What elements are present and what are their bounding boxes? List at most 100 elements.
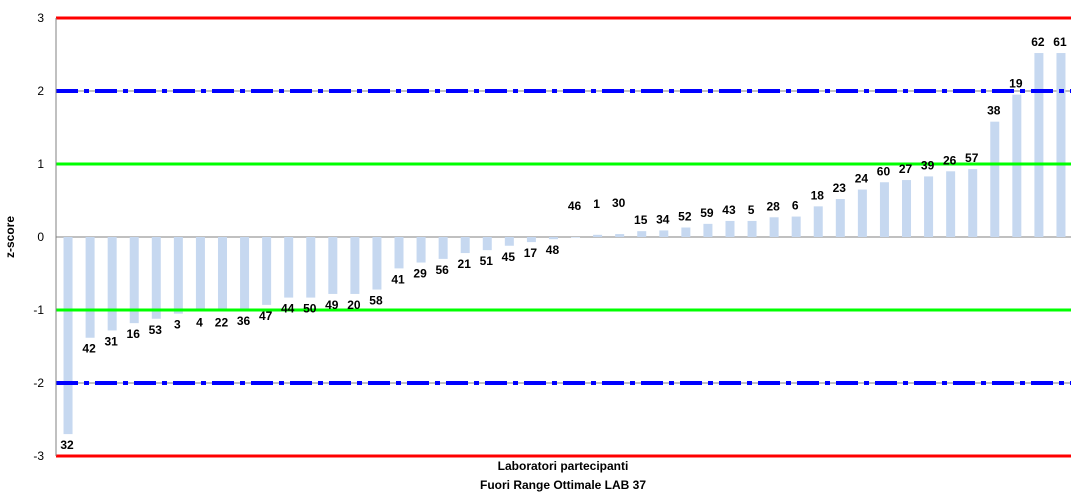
bar-label: 51: [480, 254, 494, 268]
bar-label: 4: [196, 315, 203, 329]
bar: [482, 237, 492, 251]
bar-label: 18: [811, 188, 825, 202]
bar-label: 56: [435, 263, 449, 277]
bar-label: 42: [82, 342, 96, 356]
bar: [637, 231, 647, 237]
y-tick-label: 2: [37, 84, 44, 98]
x-axis-label: Laboratori partecipanti: [498, 459, 629, 473]
bar: [615, 234, 625, 237]
bar: [350, 237, 360, 294]
bar: [504, 237, 514, 246]
bar-label: 16: [127, 327, 141, 341]
bar-label: 34: [656, 212, 670, 226]
chart-subtitle: Fuori Range Ottimale LAB 37: [480, 478, 646, 492]
bar-label: 27: [899, 162, 913, 176]
bar-label: 15: [634, 213, 648, 227]
bar-label: 17: [524, 246, 538, 260]
gridlines: [56, 17, 1071, 457]
bar-label: 44: [281, 302, 295, 316]
bar: [659, 230, 669, 237]
bar: [571, 237, 581, 238]
bar-label: 23: [833, 181, 847, 195]
bar: [195, 237, 205, 312]
bar-label: 26: [943, 153, 957, 167]
bar: [262, 237, 272, 305]
bar: [217, 237, 227, 312]
bar-label: 45: [502, 250, 516, 264]
bar: [902, 180, 912, 237]
y-axis-label: z-score: [3, 216, 17, 258]
bar: [394, 237, 404, 269]
bar: [107, 237, 117, 331]
bar-label: 53: [149, 323, 163, 337]
y-tick-label: -1: [33, 303, 44, 317]
bar: [593, 234, 603, 237]
y-tick-label: 3: [37, 11, 44, 25]
bar-label: 50: [303, 302, 317, 316]
bar: [151, 237, 161, 319]
bar: [460, 237, 470, 254]
bar: [372, 237, 382, 290]
bar: [946, 171, 956, 237]
bar-label: 22: [215, 315, 229, 329]
bar-label: 43: [722, 203, 736, 217]
bar-label: 52: [678, 210, 692, 224]
bar-label: 32: [60, 438, 74, 452]
y-tick-label: -3: [33, 449, 44, 463]
bar: [857, 189, 867, 237]
bar-label: 46: [568, 199, 582, 213]
bar: [791, 216, 801, 237]
bar-label: 62: [1031, 35, 1045, 49]
bar: [438, 237, 448, 259]
bar-label: 59: [700, 206, 714, 220]
y-tick-label: 1: [37, 157, 44, 171]
bar: [1012, 94, 1022, 238]
bar-label: 28: [766, 199, 780, 213]
bar-label: 5: [748, 203, 755, 217]
bar-label: 47: [259, 309, 273, 323]
bar-label: 38: [987, 104, 1001, 118]
bar-label: 58: [369, 294, 383, 308]
bar: [681, 227, 691, 237]
y-tick-label: -2: [33, 376, 44, 390]
bar-label: 49: [325, 298, 339, 312]
reference-lines: [56, 16, 1071, 458]
bar-label: 21: [458, 257, 472, 271]
bar-label: 48: [546, 243, 560, 257]
bar: [725, 220, 735, 237]
bar: [924, 176, 934, 237]
bar: [328, 237, 338, 294]
bar: [703, 223, 713, 237]
y-tick-labels: 3 2 1 0 -1 -2 -3: [33, 11, 44, 463]
bar: [813, 206, 823, 237]
bar-label: 6: [792, 199, 799, 213]
bar: [747, 220, 757, 237]
bar-label: 1: [593, 197, 600, 211]
bar: [1056, 53, 1066, 237]
bar: [835, 199, 845, 237]
bars: [63, 53, 1066, 435]
bar: [85, 237, 95, 338]
bar: [1034, 53, 1044, 237]
bar: [968, 169, 978, 237]
bar: [173, 237, 183, 314]
bar-label: 20: [347, 298, 361, 312]
bar-label: 30: [612, 196, 626, 210]
bar-label: 61: [1053, 35, 1067, 49]
bar-label: 36: [237, 314, 251, 328]
bar-label: 29: [413, 267, 427, 281]
bar-label: 19: [1009, 77, 1023, 91]
bar-label: 57: [965, 151, 979, 165]
bar: [526, 237, 536, 243]
y-tick-label: 0: [37, 230, 44, 244]
bar: [129, 237, 139, 324]
bar-label: 31: [104, 334, 118, 348]
bar: [548, 237, 558, 240]
bar-label: 60: [877, 164, 891, 178]
bar-label: 3: [174, 318, 181, 332]
bar: [879, 182, 889, 237]
bar: [769, 217, 779, 237]
bar: [990, 121, 1000, 237]
